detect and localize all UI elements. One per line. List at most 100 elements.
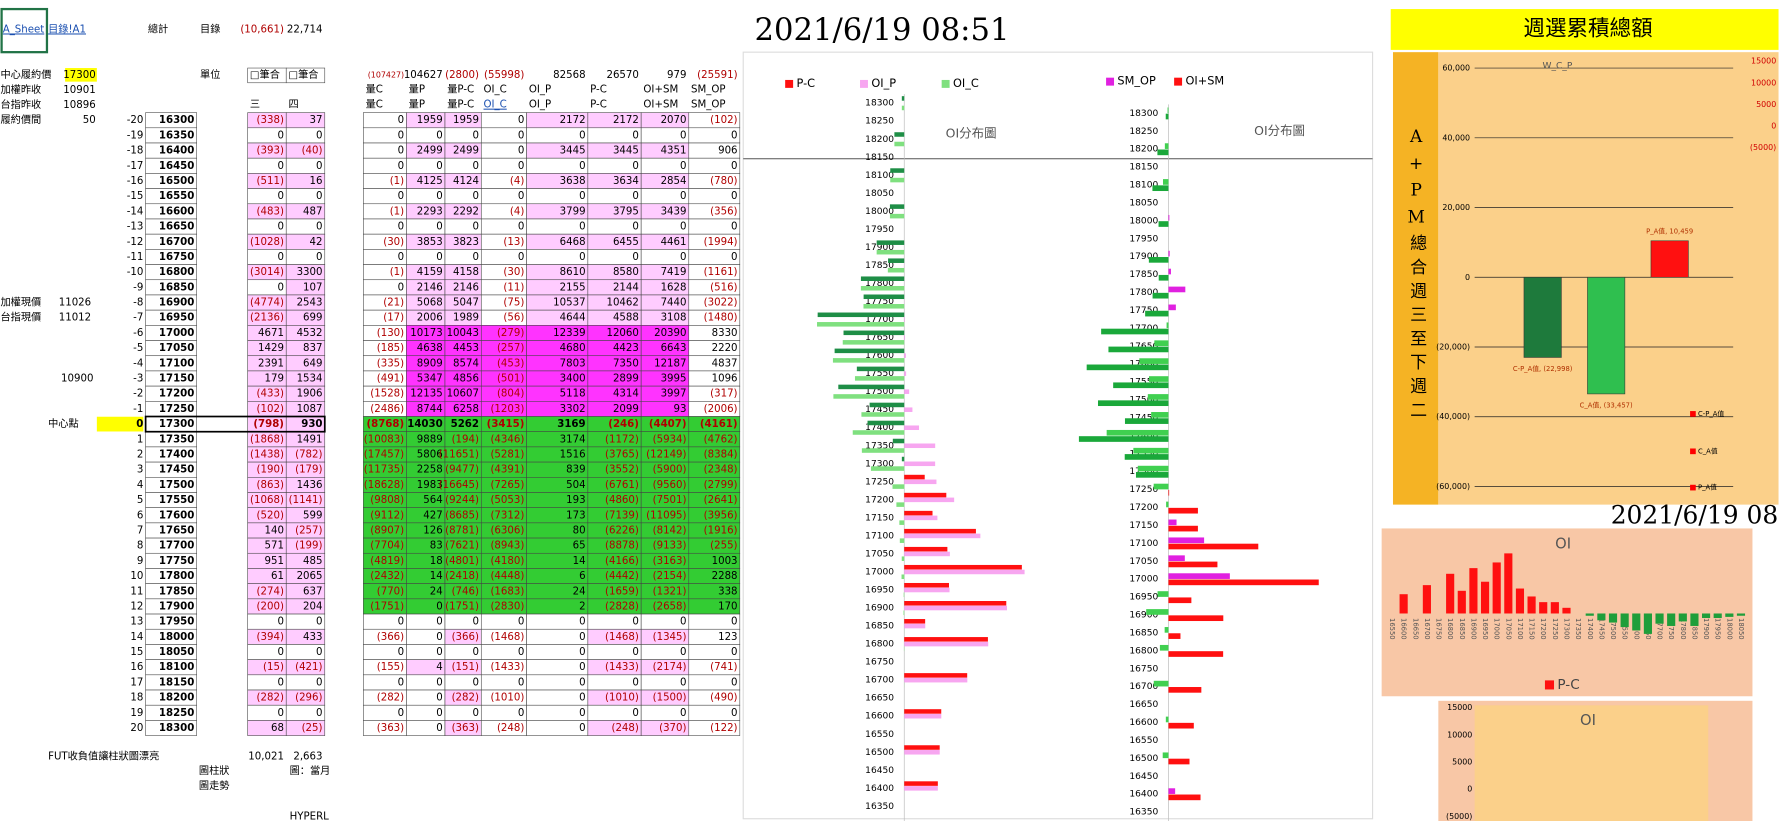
category-label: 16350 — [1129, 808, 1158, 818]
bar — [1422, 585, 1431, 614]
bar — [1168, 573, 1230, 579]
day-value: 0 — [316, 222, 322, 233]
bar — [904, 677, 968, 683]
strike: 18050 — [159, 647, 194, 658]
row-index: -17 — [127, 161, 144, 172]
bar — [1168, 758, 1190, 765]
bar — [1620, 613, 1629, 628]
data-value: (11) — [503, 282, 524, 293]
day-label: 三 — [250, 99, 260, 110]
data-value: 0 — [680, 708, 686, 719]
data-value: (3552) — [605, 465, 639, 476]
spot-value: 11012 — [59, 313, 91, 324]
data-value: 2899 — [613, 374, 639, 385]
data-value: 0 — [398, 146, 404, 157]
data-value: 24 — [573, 586, 586, 597]
selected-cell — [0, 7, 49, 54]
data-value: (317) — [710, 389, 737, 400]
bar — [856, 366, 905, 372]
bar — [1650, 240, 1689, 278]
x-tick-label: 17900 — [1702, 618, 1710, 640]
data-value: 0 — [579, 708, 585, 719]
data-value: 0 — [579, 161, 585, 172]
category-label: 18100 — [1129, 181, 1158, 191]
x-tick-label: 17850 — [1690, 618, 1698, 640]
total-cell: (107427) — [368, 70, 404, 79]
data-value: 24 — [430, 586, 443, 597]
data-value: 8909 — [417, 358, 443, 369]
row-index: -1 — [133, 404, 143, 415]
strike: 16750 — [159, 252, 194, 263]
data-value: (1010) — [490, 693, 524, 704]
data-value: 14 — [430, 571, 443, 582]
data-value: 12135 — [410, 389, 442, 400]
bar — [904, 582, 949, 588]
bar — [899, 538, 905, 543]
category-label: 16650 — [1129, 700, 1158, 710]
bar — [838, 384, 905, 390]
data-value: (363) — [377, 723, 404, 734]
data-value: (11735) — [364, 465, 404, 476]
data-value: 0 — [436, 161, 442, 172]
data-value: (3415) — [487, 419, 525, 430]
data-value: 0 — [436, 252, 442, 263]
day-cell — [285, 720, 326, 736]
column-head: OI_C — [484, 85, 507, 96]
category-label: 17750 — [1129, 306, 1158, 316]
data-value: (7621) — [445, 541, 479, 552]
data-value: 4453 — [453, 343, 479, 354]
bar — [1157, 591, 1169, 597]
day-value: 0 — [277, 617, 283, 628]
legend-swatch — [785, 79, 794, 88]
category-label: 17200 — [1129, 503, 1158, 513]
footer-text: 2,663 — [293, 751, 322, 762]
data-value: (746) — [452, 586, 479, 597]
chart-title: W_C_P — [1542, 61, 1572, 71]
day-value: (520) — [257, 510, 284, 521]
strike: 17000 — [159, 328, 194, 339]
data-value: 0 — [731, 677, 737, 688]
bar — [1168, 794, 1201, 801]
bar — [1108, 346, 1169, 353]
data-value: 0 — [731, 222, 737, 233]
bar — [1145, 310, 1169, 317]
data-value: 0 — [436, 647, 442, 658]
bar — [904, 461, 936, 467]
data-value: 5806 — [417, 449, 443, 460]
bar — [854, 376, 905, 381]
data-value: (2641) — [704, 495, 738, 506]
x-tick-label: 16950 — [1481, 618, 1489, 640]
y2-tick-label: 10000 — [1751, 78, 1776, 87]
bar — [817, 312, 905, 318]
category-label: 16450 — [865, 766, 894, 776]
data-value: 8574 — [453, 358, 479, 369]
data-value: (4448) — [490, 571, 524, 582]
category-label: 16600 — [1129, 718, 1158, 728]
data-value: (4) — [510, 206, 524, 217]
data-value: (9244) — [445, 495, 479, 506]
data-value: (122) — [710, 723, 737, 734]
data-value: 0 — [632, 617, 638, 628]
data-value: 0 — [680, 647, 686, 658]
bar — [904, 533, 981, 539]
bar — [1148, 376, 1169, 382]
column-head: 量P-C — [447, 84, 474, 96]
data-value: 0 — [518, 115, 524, 126]
day-value: (296) — [295, 693, 322, 704]
category-label: 18250 — [1129, 127, 1158, 137]
chart-title: OI分布圖 — [946, 125, 997, 140]
row-index: 18 — [130, 693, 143, 704]
day-value: 699 — [303, 313, 322, 324]
category-label: 18300 — [1129, 109, 1158, 119]
category-label: 16800 — [1129, 646, 1158, 656]
day-value: 16 — [310, 176, 323, 187]
x-tick-label: 17250 — [1551, 618, 1559, 640]
row-index: -6 — [133, 328, 143, 339]
category-label: 17450 — [865, 405, 894, 415]
data-value: 1983 — [417, 480, 443, 491]
data-value: (2486) — [370, 404, 404, 415]
category-label: 17300 — [865, 459, 894, 469]
bar — [1168, 214, 1170, 221]
bar — [894, 132, 905, 137]
bar — [1124, 454, 1169, 460]
